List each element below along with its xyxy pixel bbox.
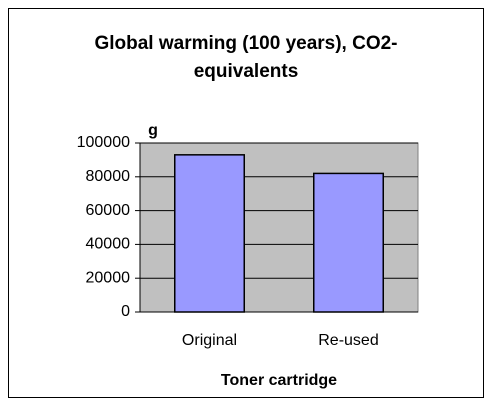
y-tick-label: 60000 [86,202,131,219]
x-axis-label: Toner cartridge [221,372,337,389]
y-tick-label: 40000 [86,236,131,253]
x-tick-label: Original [182,332,237,349]
chart-title: Global warming (100 years), CO2-equivale… [94,33,398,82]
y-tick-label: 100000 [77,134,130,151]
y-tick-label: 80000 [86,168,131,185]
bar [174,154,245,313]
y-tick-label: 0 [121,303,130,320]
x-tick-label: Re-used [318,332,378,349]
y-tick-label: 20000 [86,269,131,286]
y-axis-label: g [148,122,158,139]
bar [313,172,384,313]
